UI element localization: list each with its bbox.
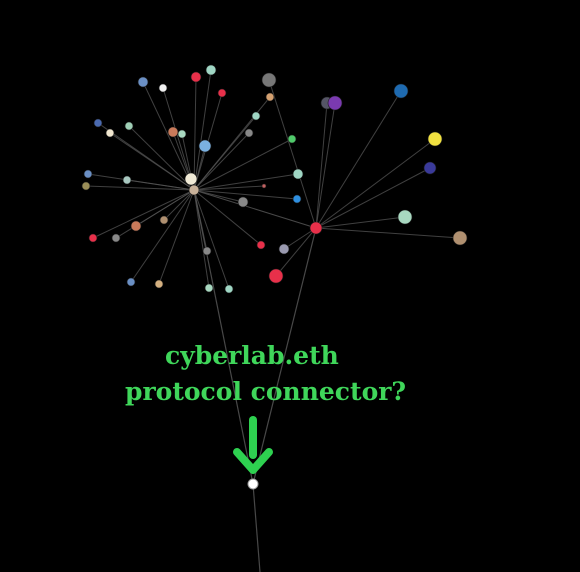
graph-edge: [193, 189, 230, 290]
graph-edge: [193, 189, 244, 203]
graph-edge: [252, 483, 261, 572]
graph-node[interactable]: [198, 139, 212, 153]
graph-node[interactable]: [190, 71, 202, 83]
graph-node[interactable]: [167, 126, 179, 138]
graph-edge: [193, 185, 265, 191]
hub-node-b[interactable]: [309, 221, 323, 235]
graph-edge: [163, 189, 195, 221]
down-arrow-icon: [233, 416, 273, 474]
graph-edge: [92, 189, 195, 239]
graph-edges: [85, 69, 461, 572]
graph-node[interactable]: [137, 76, 149, 88]
graph-node[interactable]: [292, 168, 304, 180]
graph-node[interactable]: [397, 209, 413, 225]
graph-edge: [275, 227, 317, 277]
graph-node[interactable]: [237, 196, 249, 208]
graph-node[interactable]: [204, 283, 214, 293]
graph-edge: [193, 189, 210, 289]
graph-node[interactable]: [126, 277, 136, 287]
graph-node[interactable]: [217, 88, 227, 98]
graph-edge: [252, 227, 317, 485]
graph-edge: [158, 189, 195, 285]
graph-edge: [130, 189, 195, 283]
graph-edge: [315, 216, 406, 229]
graph-edge: [193, 189, 262, 246]
graph-node[interactable]: [278, 243, 290, 255]
graph-edge: [315, 102, 336, 229]
graph-node[interactable]: [427, 131, 443, 147]
graph-node[interactable]: [292, 194, 302, 204]
graph-edge: [315, 90, 402, 229]
graph-edge: [193, 189, 298, 200]
graph-node[interactable]: [393, 83, 409, 99]
graph-node[interactable]: [202, 246, 212, 256]
graph-edge: [162, 87, 195, 191]
graph-edge: [109, 132, 195, 191]
graph-node[interactable]: [83, 169, 93, 179]
graph-edge: [142, 81, 195, 191]
graph-edge: [193, 69, 212, 191]
graph-node[interactable]: [268, 268, 284, 284]
graph-node[interactable]: [251, 111, 261, 121]
graph-node[interactable]: [158, 83, 168, 93]
graph-node[interactable]: [287, 134, 297, 144]
graph-edge: [193, 138, 293, 191]
graph-node[interactable]: [256, 240, 266, 250]
graph-node[interactable]: [205, 64, 217, 76]
graph-node[interactable]: [327, 95, 343, 111]
graph-edge: [135, 189, 195, 227]
graph-node[interactable]: [184, 172, 198, 186]
graph-edge: [85, 185, 195, 191]
graph-edge: [126, 179, 195, 191]
graph-node[interactable]: [93, 118, 103, 128]
graph-node[interactable]: [224, 284, 234, 294]
graph-node[interactable]: [265, 92, 275, 102]
graph-edge: [193, 115, 257, 191]
graph-edge: [193, 173, 299, 191]
graph-nodes: [81, 64, 468, 490]
graph-edge: [315, 227, 461, 239]
graph-edge: [193, 76, 197, 191]
graph-edge: [128, 125, 195, 191]
graph-node[interactable]: [122, 175, 132, 185]
graph-edge: [315, 167, 431, 229]
graph-node[interactable]: [261, 183, 267, 189]
graph-node[interactable]: [452, 230, 468, 246]
graph-node[interactable]: [154, 279, 164, 289]
graph-node[interactable]: [261, 72, 277, 88]
connector-node[interactable]: [247, 478, 259, 490]
annotation-subtitle: protocol connector?: [125, 377, 406, 406]
graph-node[interactable]: [244, 128, 254, 138]
graph-edge: [193, 132, 250, 191]
annotation-title: cyberlab.eth: [165, 341, 339, 370]
graph-node[interactable]: [111, 233, 121, 243]
graph-edge: [268, 79, 317, 229]
graph-node[interactable]: [81, 181, 91, 191]
hub-node-a[interactable]: [188, 184, 200, 196]
graph-edge: [315, 102, 328, 229]
graph-node[interactable]: [130, 220, 142, 232]
graph-node[interactable]: [88, 233, 98, 243]
graph-node[interactable]: [177, 129, 187, 139]
graph-edge: [193, 189, 254, 485]
graph-node[interactable]: [423, 161, 437, 175]
graph-node[interactable]: [124, 121, 134, 131]
graph-edge: [283, 227, 317, 250]
graph-edge: [193, 189, 317, 229]
graph-node[interactable]: [159, 215, 169, 225]
graph-edge: [315, 138, 436, 229]
graph-node[interactable]: [105, 128, 115, 138]
